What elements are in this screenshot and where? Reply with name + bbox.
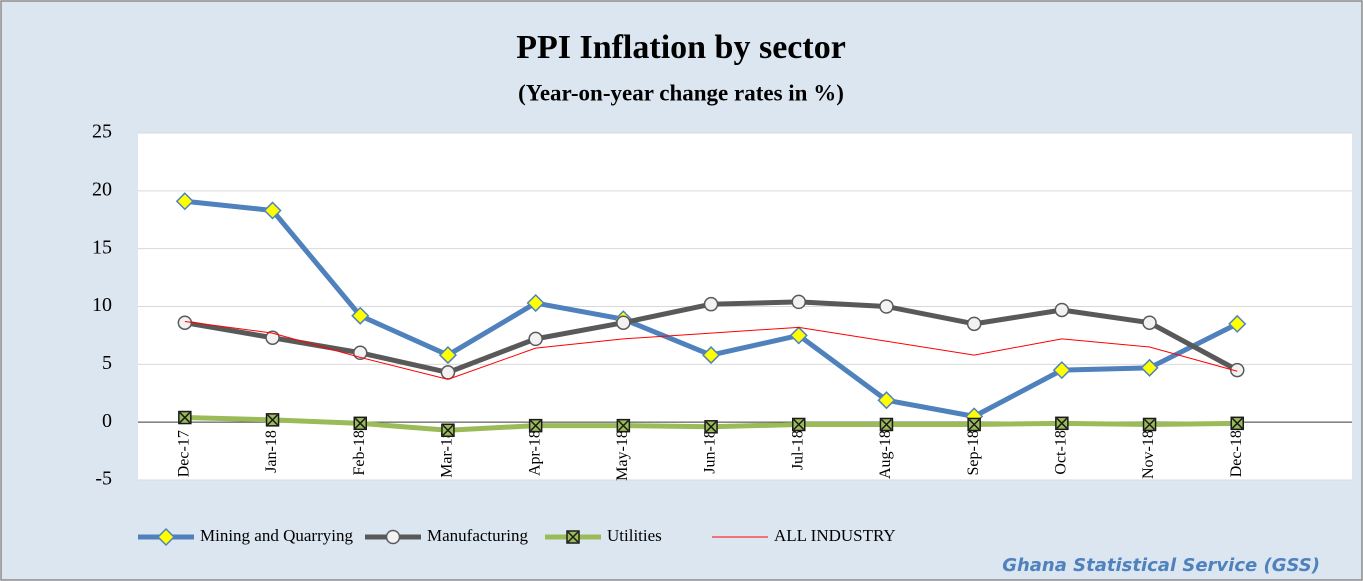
data-point [175, 192, 194, 211]
data-point [441, 423, 455, 438]
marker-cross [705, 421, 717, 433]
x-tick-label: Jul-18 [789, 430, 806, 470]
legend-marker [385, 529, 401, 545]
data-point [265, 413, 280, 427]
data-point [528, 331, 543, 347]
data-point [791, 294, 806, 310]
data-point [877, 391, 896, 410]
legend-marker [156, 527, 176, 547]
marker-cross [880, 418, 892, 431]
data-point [528, 418, 543, 433]
marker-cross [179, 412, 191, 424]
data-point [792, 417, 806, 432]
data-point [616, 315, 631, 330]
chart-title: PPI Inflation by sector [516, 29, 846, 66]
data-point [438, 346, 458, 365]
data-point [178, 410, 192, 425]
series-line [184, 321, 1238, 380]
data-point [351, 306, 370, 325]
x-tick-label: Oct-18 [1053, 430, 1070, 474]
legend-marker [566, 530, 580, 544]
series [177, 294, 1245, 380]
data-point [526, 293, 545, 313]
y-tick-label: 5 [102, 352, 112, 374]
marker-cross [1056, 417, 1068, 429]
x-tick-label: Dec-18 [1228, 430, 1245, 477]
data-point [1052, 361, 1071, 380]
x-tick-label: Nov-18 [1140, 430, 1157, 479]
x-tick-label: May-18 [614, 430, 631, 481]
x-tick-label: Apr-18 [526, 430, 543, 476]
data-point [1230, 416, 1244, 431]
chart-subtitle: (Year-on-year change rates in %) [518, 80, 844, 105]
y-tick-label: 25 [92, 121, 112, 143]
marker-cross [530, 420, 542, 432]
data-point [1054, 302, 1070, 318]
marker-cross [567, 531, 579, 543]
y-tick-label: 10 [92, 294, 112, 316]
data-point [1055, 416, 1069, 431]
y-tick-label: 15 [92, 236, 112, 258]
x-tick-label: Mar-18 [439, 430, 456, 478]
legend-label: ALL INDUSTRY [774, 526, 896, 545]
legend-label: Utilities [607, 526, 662, 545]
legend-label: Mining and Quarrying [200, 526, 353, 545]
x-tick-label: Sep-18 [965, 430, 982, 475]
source-note: Ghana Statistical Service (GSS) [1002, 555, 1320, 576]
y-tick-label: -5 [95, 468, 112, 490]
legend-label: Manufacturing [427, 526, 529, 545]
data-point [263, 201, 282, 220]
data-point [440, 365, 456, 380]
series [175, 192, 1247, 426]
marker-cross [354, 417, 366, 429]
marker-cross [1231, 417, 1243, 429]
x-tick-label: Dec-17 [176, 430, 193, 477]
data-point [1228, 314, 1247, 333]
data-point [616, 418, 631, 433]
marker-cross [793, 418, 805, 431]
series [184, 321, 1238, 380]
y-tick-label: 0 [102, 410, 112, 432]
data-point [966, 316, 982, 332]
y-tick-label: 20 [92, 178, 112, 200]
data-point [967, 417, 981, 432]
x-tick-label: Jun-18 [702, 430, 719, 474]
data-point [177, 315, 193, 330]
data-point [1142, 315, 1157, 330]
marker-cross [442, 424, 454, 436]
x-tick-label: Aug-18 [877, 430, 894, 479]
data-point [701, 346, 721, 365]
x-tick-label: Jan-18 [263, 430, 280, 473]
series [178, 410, 1244, 438]
marker-cross [617, 420, 629, 432]
data-point [879, 417, 894, 432]
data-point [789, 326, 808, 345]
marker-cross [968, 418, 980, 431]
data-point [1140, 358, 1159, 377]
marker-cross [267, 414, 279, 426]
data-point [1142, 417, 1157, 432]
x-tick-label: Feb-18 [351, 430, 368, 475]
data-point [879, 299, 894, 314]
data-point [1230, 362, 1245, 378]
data-point [704, 420, 718, 434]
marker-cross [1144, 418, 1156, 431]
data-point [703, 296, 719, 312]
data-point [353, 416, 367, 431]
